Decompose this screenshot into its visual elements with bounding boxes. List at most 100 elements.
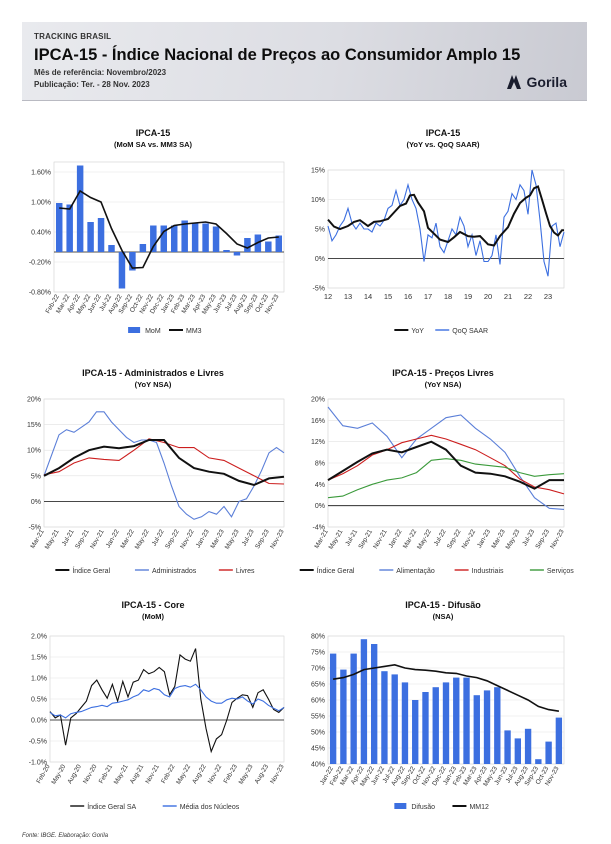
bar-difus-o (504, 730, 511, 764)
bar-mom (118, 252, 126, 289)
y-tick-label: 50% (311, 730, 325, 737)
x-tick-label: May-21 (328, 528, 345, 551)
x-tick-label: 17 (424, 292, 432, 301)
chart-precos-livres: IPCA-15 - Preços Livres (YoY NSA) 20% 16%… (298, 368, 588, 580)
y-tick-label: 1.0% (31, 676, 47, 683)
y-tick-label: -5% (313, 286, 325, 293)
x-tick-label: Nov-21 (144, 763, 161, 785)
bar-difus-o (514, 738, 522, 764)
legend-label: Média dos Núcleos (180, 804, 240, 811)
chart-administrados-livres: IPCA-15 - Administrados e Livres (YoY NS… (8, 368, 298, 580)
x-tick-label: 20 (484, 292, 492, 301)
x-tick-label: Nov-23 (269, 763, 286, 785)
x-tick-label: Aug-20 (66, 763, 83, 785)
chart-legend: Índice Geral Administrados Livres (55, 566, 255, 575)
bar-mom (87, 222, 94, 252)
chart-subtitle: (YoY NSA) (134, 380, 172, 389)
x-tick-label: May-22 (134, 528, 151, 551)
bar-mom (129, 252, 136, 271)
x-tick-label: Feb-22 (160, 763, 177, 785)
x-tick-label: Aug-21 (129, 763, 146, 785)
bar-difus-o (494, 687, 501, 764)
chart-title: IPCA-15 - Difusão (405, 600, 481, 610)
bar-difus-o (453, 677, 460, 764)
x-tick-label: 16 (404, 292, 412, 301)
y-tick-label: 0.0% (31, 718, 47, 725)
line--ndice-geral (43, 439, 285, 487)
bar-mom (202, 223, 209, 252)
bar-difus-o (360, 639, 368, 764)
y-tick-label: 20% (311, 397, 325, 404)
gorila-logo-icon (506, 75, 521, 89)
bar-difus-o (555, 717, 563, 764)
legend-label: Índice Geral (317, 566, 355, 575)
chart-subtitle: (YoY NSA) (424, 380, 462, 389)
bar-difus-o (401, 682, 409, 764)
x-tick-label: Jul-22 (433, 528, 448, 547)
y-tick-label: -4% (313, 525, 325, 532)
line--ndice-geral (327, 440, 564, 490)
bar-mom (55, 203, 63, 252)
chart-legend: Índice Geral Alimentação Industriais Serviç… (299, 566, 574, 575)
bar-difus-o (442, 682, 450, 764)
x-tick-label: Feb-21 (98, 763, 115, 785)
bar-difus-o (422, 692, 429, 764)
legend-label: Serviços (547, 568, 574, 575)
x-tick-label: Nov-23 (269, 528, 286, 550)
x-tick-label: Jul-21 (344, 528, 359, 547)
bar-mom (160, 225, 168, 252)
y-tick-label: 1.60% (31, 170, 51, 177)
legend-label: Alimentação (396, 568, 435, 575)
report-tag: TRACKING BRASIL (34, 32, 112, 41)
y-tick-label: 55% (311, 714, 325, 721)
chart-difusao: IPCA-15 - Difusão (NSA) 80% 75% 70% 65% 60% 5… (298, 600, 588, 814)
chart-subtitle: (YoY vs. QoQ SAAR) (406, 140, 480, 149)
bar-difus-o (473, 695, 480, 764)
x-tick-label: Nov-22 (461, 528, 478, 550)
y-tick-label: 0% (31, 499, 41, 506)
bar-difus-o (412, 700, 419, 764)
legend-label: YoY (411, 328, 424, 335)
line-servi-os (327, 458, 565, 499)
bar-mom (150, 225, 157, 252)
bar-difus-o (483, 690, 491, 764)
x-tick-label: 13 (344, 292, 352, 301)
chart-plot: 1.60%1.00%0.40%-0.20%-0.80%Feb-22Mar-22A… (29, 161, 285, 335)
x-tick-label: 21 (504, 292, 512, 301)
x-tick-label: 19 (464, 292, 472, 301)
bar-mom (212, 226, 220, 252)
bar-mom (233, 252, 241, 256)
y-tick-label: 1.00% (31, 200, 51, 207)
line-mm3 (59, 189, 279, 269)
chart-title: IPCA-15 - Administrados e Livres (82, 368, 224, 378)
chart-subtitle: (MoM SA vs. MM3 SA) (113, 140, 193, 149)
y-tick-label: 10% (311, 197, 325, 204)
bar-difus-o (432, 687, 439, 764)
legend-label: Industriais (472, 568, 504, 575)
legend-swatch (128, 327, 141, 333)
y-tick-label: 4% (315, 482, 325, 489)
chart-ipca15-mom: IPCA-15 (MoM SA vs. MM3 SA) 1.60% 1.00% 0.… (8, 128, 298, 342)
y-tick-label: -0.5% (29, 739, 47, 746)
x-tick-label: May-21 (113, 763, 130, 786)
y-tick-label: -0.80% (29, 290, 51, 297)
chart-core: IPCA-15 - Core (MoM) 2.0% 1.5% 1.0% 0.5% 0.0… (8, 600, 298, 814)
y-tick-label: 65% (311, 682, 325, 689)
x-tick-label: Nov-23 (549, 528, 566, 550)
x-tick-label: May-23 (224, 528, 241, 551)
y-tick-label: 10% (27, 448, 41, 455)
chart-title: IPCA-15 (135, 128, 171, 138)
y-tick-label: -1.0% (29, 760, 47, 767)
y-tick-label: 0% (315, 256, 325, 263)
line-qoq-saar (327, 169, 565, 277)
x-tick-label: 18 (444, 292, 452, 301)
y-tick-label: 12% (311, 439, 325, 446)
legend-label: Índice Geral (72, 566, 110, 575)
chart-plot: 80%75%70%65%60%55%50%45%40%Jan-22Feb-22M… (311, 634, 565, 811)
y-tick-label: 0% (315, 503, 325, 510)
y-tick-label: 75% (311, 650, 325, 657)
legend-label: Difusão (411, 804, 435, 811)
y-tick-label: 15% (27, 422, 41, 429)
line-livres (43, 438, 285, 485)
